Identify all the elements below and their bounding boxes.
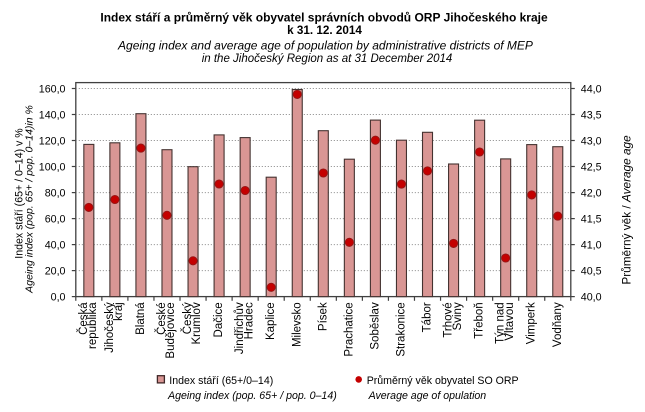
svg-text:Soběslav: Soběslav — [369, 302, 381, 350]
svg-text:Vodňany: Vodňany — [552, 302, 564, 347]
svg-text:Český: Český — [181, 302, 194, 334]
svg-text:43,5: 43,5 — [581, 109, 602, 121]
svg-text:Jihočeský: Jihočeský — [104, 302, 116, 353]
svg-text:k 31. 12. 2014: k 31. 12. 2014 — [287, 24, 362, 37]
svg-text:20,0: 20,0 — [45, 266, 66, 278]
svg-text:Ageing index (pop. 65+ / pop.: Ageing index (pop. 65+ / pop. 0–14) — [167, 390, 337, 402]
svg-text:40,0: 40,0 — [581, 292, 602, 304]
svg-text:kraj: kraj — [113, 302, 125, 321]
svg-text:Ageing index and average age o: Ageing index and average age of populati… — [117, 39, 533, 53]
svg-text:42,0: 42,0 — [581, 188, 602, 200]
svg-text:Milevsko: Milevsko — [291, 302, 303, 347]
svg-text:Vltavou: Vltavou — [504, 302, 516, 340]
svg-text:60,0: 60,0 — [45, 214, 66, 226]
svg-text:Index stáří a průměrný věk oby: Index stáří a průměrný věk obyvatel sprá… — [100, 11, 548, 25]
svg-text:Krumlov: Krumlov — [191, 302, 203, 344]
svg-text:Budějovice: Budějovice — [165, 302, 177, 358]
svg-text:Písek: Písek — [317, 302, 329, 331]
svg-text:Index stáří (65+/0–14): Index stáří (65+/0–14) — [169, 375, 273, 387]
svg-text:43,0: 43,0 — [581, 135, 602, 147]
svg-text:80,0: 80,0 — [45, 188, 66, 200]
svg-text:Tábor: Tábor — [422, 302, 434, 332]
svg-text:41,0: 41,0 — [581, 240, 602, 252]
svg-text:Prachatice: Prachatice — [343, 302, 355, 356]
svg-text:republika: republika — [87, 302, 99, 349]
svg-text:Česká: Česká — [77, 302, 90, 335]
svg-text:Blatná: Blatná — [135, 302, 147, 335]
svg-text:42,5: 42,5 — [581, 161, 602, 173]
svg-text:140,0: 140,0 — [39, 109, 66, 121]
svg-text:Hradec: Hradec — [243, 302, 255, 339]
svg-text:Average age of opulation: Average age of opulation — [368, 390, 487, 402]
svg-text:41,5: 41,5 — [581, 214, 602, 226]
svg-text:České: České — [155, 302, 168, 335]
svg-text:Jindřichův: Jindřichův — [234, 302, 246, 354]
svg-text:100,0: 100,0 — [39, 161, 66, 173]
svg-text:Týn nad: Týn nad — [495, 302, 507, 344]
svg-text:40,5: 40,5 — [581, 266, 602, 278]
svg-text:160,0: 160,0 — [39, 83, 66, 95]
svg-text:Index stáří (65+ / 0–14) v %: Index stáří (65+ / 0–14) v % — [13, 128, 25, 259]
svg-text:Vimperk: Vimperk — [526, 302, 538, 344]
svg-text:120,0: 120,0 — [39, 135, 66, 147]
svg-text:Trhové: Trhové — [443, 302, 455, 337]
svg-text:Dačice: Dačice — [213, 302, 225, 337]
svg-text:Strakonice: Strakonice — [395, 302, 407, 356]
svg-text:Sviny: Sviny — [452, 302, 464, 330]
svg-text:Ageing index (pop. 65+ / pop.: Ageing index (pop. 65+ / pop. 0–14)in % — [23, 105, 35, 294]
svg-text:44,0: 44,0 — [581, 83, 602, 95]
svg-text:Průměrný věk / Average age: Průměrný věk / Average age — [619, 135, 633, 285]
svg-text:40,0: 40,0 — [45, 240, 66, 252]
svg-text:Průměrný věk obyvatel SO ORP: Průměrný věk obyvatel SO ORP — [367, 375, 519, 387]
svg-text:Třeboň: Třeboň — [474, 302, 486, 338]
svg-text:0,0: 0,0 — [51, 292, 66, 304]
svg-text:Kaplice: Kaplice — [265, 302, 277, 340]
svg-text:in the Jihočeský Region as at: in the Jihočeský Region as at 31 Decembe… — [202, 53, 453, 65]
